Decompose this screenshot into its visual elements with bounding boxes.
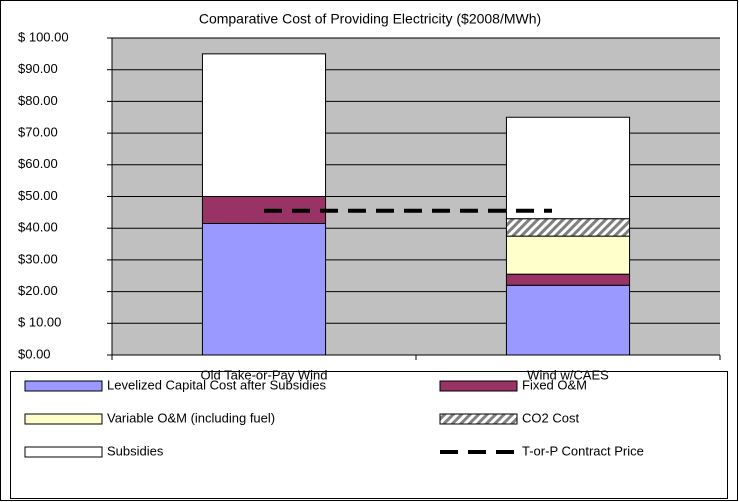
legend-label: Subsidies [107, 443, 164, 458]
legend-label: Fixed O&M [522, 377, 587, 392]
x-tick-label: Wind w/CAES [527, 367, 609, 382]
bar-segment [505, 235, 631, 275]
legend-swatch [439, 380, 518, 392]
y-tick-label: $ 100.00 [18, 29, 69, 44]
bar-segment [505, 273, 631, 286]
y-tick-label: $40.00 [18, 220, 58, 235]
legend-swatch [24, 446, 103, 458]
y-tick-label: $60.00 [18, 156, 58, 171]
bar-segment [505, 218, 631, 237]
bar-segment [505, 116, 631, 220]
x-tick-label: Old Take-or-Pay Wind [201, 367, 328, 382]
y-tick-label: $50.00 [18, 188, 58, 203]
bar-segment [505, 284, 631, 356]
legend-swatch [24, 380, 103, 392]
y-tick-label: $ 10.00 [18, 315, 61, 330]
legend-swatch [439, 413, 518, 425]
legend-label: T-or-P Contract Price [522, 443, 644, 458]
legend-swatch [24, 413, 103, 425]
y-tick-label: $80.00 [18, 93, 58, 108]
y-tick-label: $70.00 [18, 125, 58, 140]
bar-segment [201, 222, 327, 356]
legend-box [10, 371, 728, 499]
chart-title: Comparative Cost of Providing Electricit… [199, 11, 541, 27]
legend-label: Levelized Capital Cost after Subsidies [107, 377, 326, 392]
y-tick-label: $90.00 [18, 61, 58, 76]
y-tick-label: $20.00 [18, 283, 58, 298]
y-tick-label: $30.00 [18, 251, 58, 266]
legend-label: Variable O&M (including fuel) [107, 410, 275, 425]
bar-segment [201, 53, 327, 197]
y-tick-label: $0.00 [18, 346, 51, 361]
legend-label: CO2 Cost [522, 410, 579, 425]
